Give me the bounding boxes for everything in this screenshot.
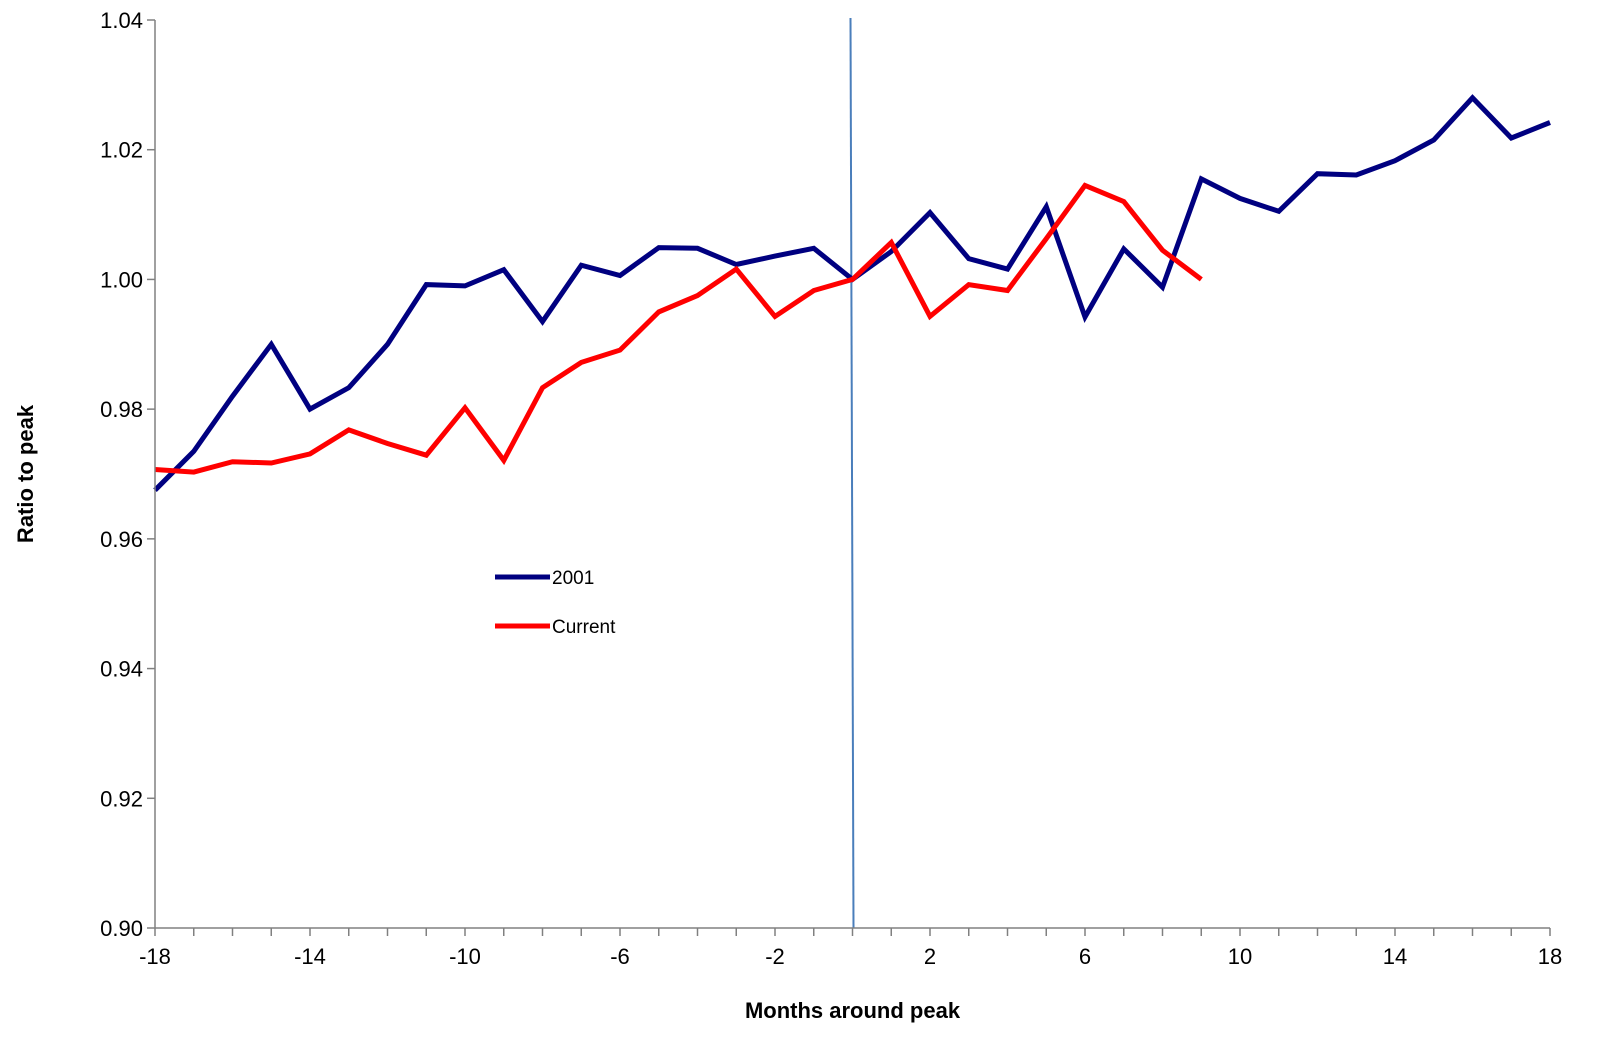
x-tick-label: 18 [1538,944,1562,969]
series-lines [153,94,1551,492]
x-tick-label: 6 [1079,944,1091,969]
series-line-current [154,182,1203,475]
y-tick-label: 0.90 [100,916,143,941]
y-axis-title: Ratio to peak [13,404,38,543]
y-tick-label: 1.02 [100,138,143,163]
y-tick-label: 0.96 [100,527,143,552]
y-tick-label: 1.00 [100,267,143,292]
y-tick-label: 0.92 [100,786,143,811]
y-tick-label: 1.04 [100,8,143,33]
x-tick-label: -10 [449,944,481,969]
x-axis-title: Months around peak [745,998,961,1023]
y-tick-label: 0.98 [100,397,143,422]
x-tick-label: 14 [1383,944,1407,969]
y-tick-label: 0.94 [100,657,143,682]
x-tick-label: 2 [924,944,936,969]
x-tick-label: -18 [139,944,171,969]
x-tick-label: 10 [1228,944,1252,969]
y-axis-ticks: 0.90 0.92 0.94 0.96 0.98 1.00 1.02 1.04 [100,8,155,941]
x-tick-label: -14 [294,944,326,969]
x-tick-label: -2 [765,944,785,969]
legend: 2001 Current [495,568,616,638]
x-tick-label: -6 [610,944,630,969]
x-axis-ticks: -18 -14 -10 -6 -2 2 6 10 14 18 [139,928,1562,969]
legend-label-2001: 2001 [552,568,594,589]
peak-reference-line [849,17,855,929]
legend-label-current: Current [552,617,616,638]
